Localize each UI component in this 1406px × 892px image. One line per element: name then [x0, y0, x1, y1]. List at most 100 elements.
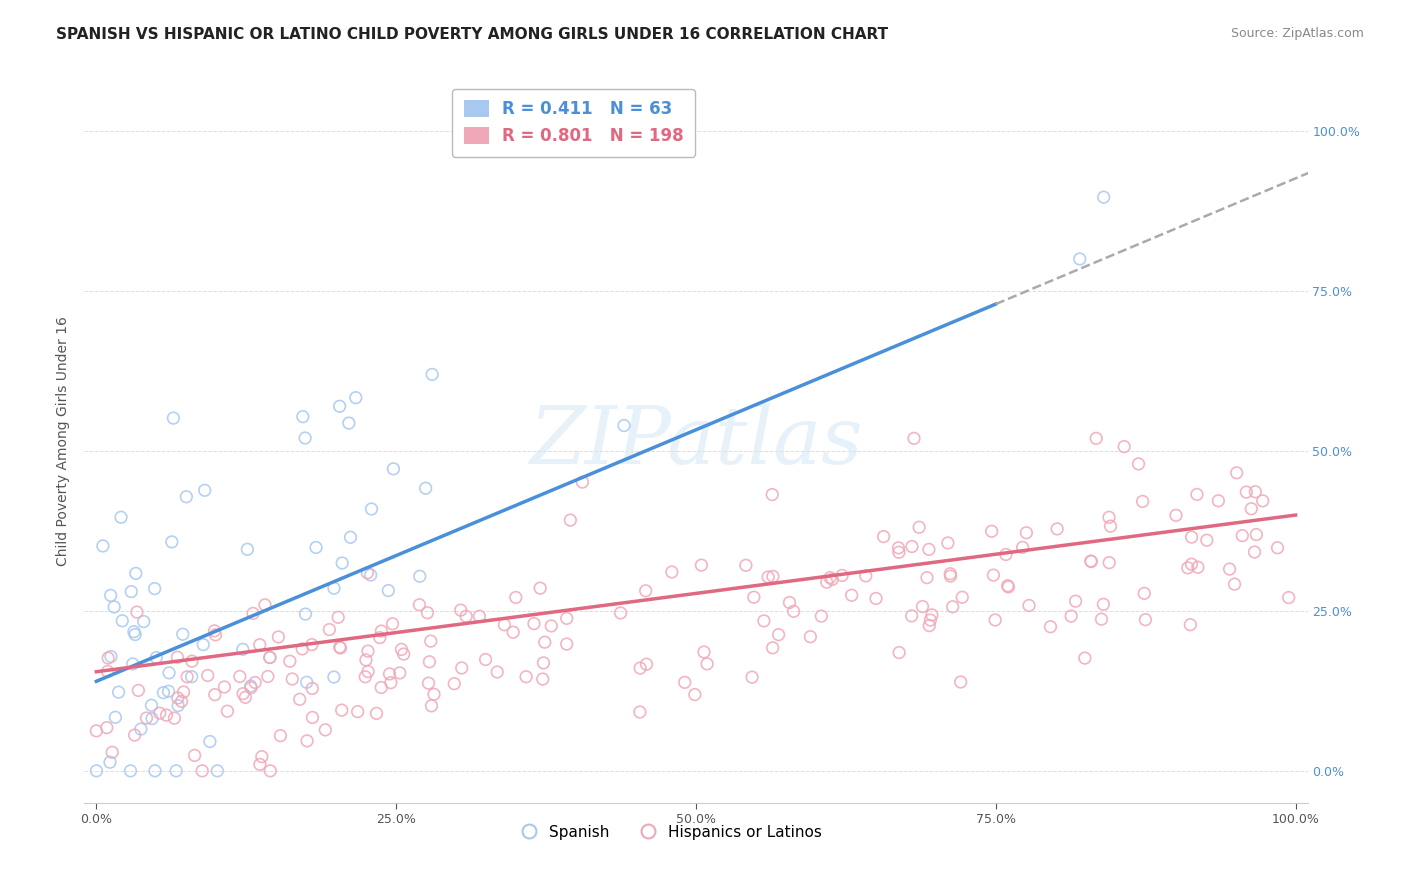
Point: [121, 657, 143, 671]
Point: [329, 640, 352, 655]
Point: [176, 670, 198, 684]
Point: [143, 582, 166, 596]
Point: [170, 694, 193, 708]
Point: [391, 642, 413, 657]
Point: [1177, 561, 1199, 575]
Point: [994, 548, 1017, 562]
Point: [204, 628, 226, 642]
Point: [628, 705, 651, 719]
Point: [249, 638, 271, 652]
Point: [1132, 494, 1154, 508]
Point: [1011, 541, 1033, 555]
Point: [419, 634, 441, 648]
Point: [1185, 487, 1208, 501]
Point: [288, 692, 311, 706]
Point: [450, 603, 472, 617]
Point: [232, 642, 254, 657]
Point: [1099, 519, 1122, 533]
Point: [98, 755, 121, 769]
Point: [408, 598, 430, 612]
Point: [198, 734, 221, 748]
Point: [762, 640, 785, 655]
Point: [1098, 556, 1121, 570]
Point: [423, 687, 446, 701]
Point: [1246, 527, 1268, 541]
Point: [193, 638, 215, 652]
Point: [782, 604, 804, 618]
Point: [100, 589, 122, 603]
Point: [1208, 493, 1230, 508]
Point: [141, 698, 163, 713]
Point: [915, 571, 938, 585]
Point: [191, 764, 214, 778]
Point: [301, 710, 323, 724]
Point: [1080, 554, 1102, 568]
Point: [242, 607, 264, 621]
Point: [1069, 252, 1091, 266]
Point: [354, 670, 377, 684]
Point: [294, 607, 316, 621]
Text: Source: ZipAtlas.com: Source: ZipAtlas.com: [1230, 27, 1364, 40]
Point: [357, 665, 380, 679]
Point: [1180, 558, 1202, 572]
Point: [370, 681, 392, 695]
Point: [696, 657, 718, 671]
Point: [779, 595, 801, 609]
Point: [145, 650, 167, 665]
Point: [360, 502, 382, 516]
Point: [382, 462, 405, 476]
Point: [172, 627, 194, 641]
Point: [865, 591, 887, 606]
Point: [295, 734, 318, 748]
Point: [1060, 609, 1083, 624]
Point: [841, 588, 863, 602]
Point: [901, 540, 924, 554]
Point: [344, 391, 367, 405]
Point: [127, 683, 149, 698]
Point: [636, 657, 658, 672]
Point: [1240, 501, 1263, 516]
Point: [515, 670, 537, 684]
Point: [887, 646, 910, 660]
Point: [1244, 484, 1267, 499]
Point: [157, 665, 180, 680]
Point: [125, 605, 148, 619]
Point: [132, 615, 155, 629]
Point: [980, 524, 1002, 539]
Point: [693, 645, 716, 659]
Point: [180, 670, 202, 684]
Point: [810, 609, 832, 624]
Point: [983, 568, 1005, 582]
Point: [318, 623, 340, 637]
Point: [165, 764, 187, 778]
Point: [301, 638, 323, 652]
Point: [1133, 586, 1156, 600]
Point: [339, 530, 361, 544]
Point: [236, 542, 259, 557]
Point: [155, 708, 177, 723]
Point: [329, 399, 352, 413]
Point: [1015, 525, 1038, 540]
Point: [1226, 466, 1249, 480]
Point: [1114, 440, 1136, 454]
Point: [176, 490, 198, 504]
Point: [1085, 431, 1108, 445]
Point: [314, 723, 336, 737]
Point: [1251, 493, 1274, 508]
Point: [360, 568, 382, 582]
Point: [908, 520, 931, 534]
Point: [259, 650, 281, 665]
Point: [939, 566, 962, 581]
Point: [167, 698, 190, 713]
Point: [323, 581, 346, 595]
Point: [1267, 541, 1289, 555]
Point: [900, 608, 922, 623]
Point: [120, 584, 142, 599]
Point: [942, 599, 965, 614]
Point: [97, 651, 120, 665]
Point: [494, 617, 516, 632]
Point: [949, 675, 972, 690]
Point: [903, 431, 925, 445]
Point: [267, 630, 290, 644]
Point: [502, 625, 524, 640]
